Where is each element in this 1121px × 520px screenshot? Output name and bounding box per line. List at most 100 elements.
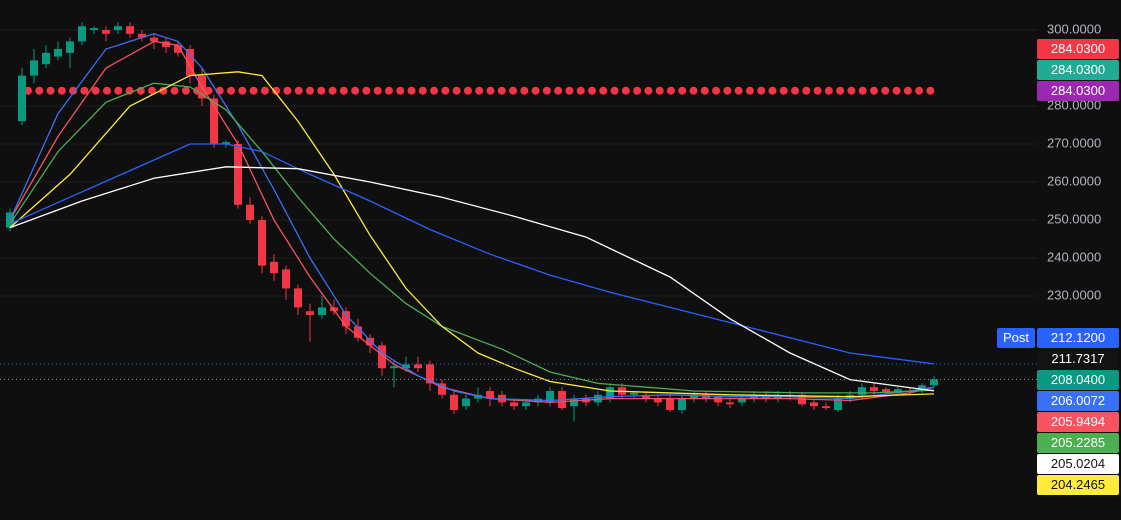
candle-body — [678, 398, 686, 410]
price-tag — [1037, 412, 1119, 432]
stop-dot — [204, 86, 213, 95]
ma-line — [9, 82, 935, 394]
stop-dot — [497, 86, 506, 95]
stop-dot — [621, 86, 630, 95]
stop-dot — [317, 86, 326, 95]
y-tick-label: 260.0000 — [1047, 173, 1101, 188]
candle-body — [102, 30, 110, 34]
price-tag-label: 284.0300 — [1051, 62, 1105, 77]
price-tag — [1037, 454, 1119, 474]
stop-dot — [373, 86, 382, 95]
price-tag-label: 284.0300 — [1051, 41, 1105, 56]
stop-dot — [599, 86, 608, 95]
stop-dot — [486, 86, 495, 95]
price-tag-label: 205.9494 — [1051, 414, 1105, 429]
stop-dot — [802, 86, 811, 95]
stop-dot — [384, 86, 393, 95]
candle-body — [594, 394, 602, 403]
candle-body — [210, 98, 218, 145]
stop-dot — [181, 86, 190, 95]
stop-dot — [328, 86, 337, 95]
session-tag — [997, 328, 1035, 348]
candle-body — [546, 390, 554, 403]
price-tag-label: 204.2465 — [1051, 477, 1105, 492]
session-tag-label: Post — [1003, 330, 1029, 345]
candle-body — [186, 49, 194, 76]
stop-dot — [915, 86, 924, 95]
candle-body — [138, 33, 146, 38]
stop-dot — [452, 86, 461, 95]
candle-body — [738, 398, 746, 403]
candle-body — [342, 311, 350, 327]
stop-dot — [678, 86, 687, 95]
candle-body — [54, 49, 62, 57]
candle-body — [66, 41, 74, 53]
candle-body — [870, 387, 878, 391]
candle-body — [918, 385, 926, 391]
stop-dot — [588, 86, 596, 95]
stop-dot — [272, 86, 281, 95]
stop-dot — [57, 86, 66, 95]
candle-body — [366, 337, 374, 346]
stop-dot — [723, 86, 732, 95]
stop-dot — [870, 86, 878, 95]
stop-dot — [757, 86, 766, 95]
price-tag-label: 211.7317 — [1051, 351, 1104, 366]
stop-dot — [441, 86, 450, 95]
price-tag — [1037, 391, 1119, 411]
price-tag — [1037, 370, 1119, 390]
candle-body — [318, 307, 326, 316]
y-tick-label: 300.0000 — [1047, 21, 1101, 36]
candle-body — [822, 406, 830, 409]
candle-body — [114, 26, 122, 31]
stop-dot — [463, 86, 472, 95]
candle-body — [702, 394, 710, 399]
candle-body — [354, 326, 362, 338]
price-tag-label: 208.0400 — [1051, 372, 1105, 387]
stop-dot — [339, 86, 348, 95]
candle-body — [654, 398, 662, 403]
candle-body — [306, 311, 314, 316]
candle-body — [438, 383, 446, 395]
y-tick-label: 280.0000 — [1047, 97, 1101, 112]
stop-dot — [655, 86, 664, 95]
price-tag-label: 212.1200 — [1051, 330, 1105, 345]
stop-dot — [306, 86, 314, 95]
candle-body — [258, 220, 266, 266]
stop-dot — [734, 86, 743, 95]
stop-dot — [892, 86, 901, 95]
stop-dot — [418, 86, 427, 95]
price-tag-label: 284.0300 — [1051, 83, 1105, 98]
stop-dot — [227, 86, 236, 95]
stop-dot — [362, 86, 371, 95]
stop-dot — [813, 86, 822, 95]
candle-body — [378, 345, 386, 369]
stop-dot — [91, 86, 100, 95]
stop-dot — [407, 86, 416, 95]
stop-dot — [610, 86, 619, 95]
stop-dot — [745, 86, 754, 95]
stop-dot — [520, 86, 529, 95]
candle-body — [162, 41, 170, 48]
candle-body — [222, 142, 230, 145]
candle-body — [294, 288, 302, 308]
price-tag — [1037, 81, 1119, 101]
price-tag-label: 205.0204 — [1051, 456, 1105, 471]
stop-dot — [294, 86, 303, 95]
candle-body — [390, 366, 398, 369]
price-tag — [1037, 328, 1119, 348]
candle-body — [726, 402, 734, 405]
stop-dot — [881, 86, 890, 95]
candle-body — [834, 398, 842, 410]
candle-body — [486, 390, 494, 399]
grid — [0, 29, 1037, 297]
candle-body — [810, 402, 818, 407]
stop-dot — [148, 86, 157, 95]
candle-body — [690, 394, 698, 399]
stop-dot — [666, 86, 675, 95]
stop-dot — [249, 86, 258, 95]
y-tick-label: 240.0000 — [1047, 249, 1101, 264]
plot — [0, 22, 1037, 422]
price-tag — [1037, 39, 1119, 59]
stop-dot — [531, 86, 540, 95]
